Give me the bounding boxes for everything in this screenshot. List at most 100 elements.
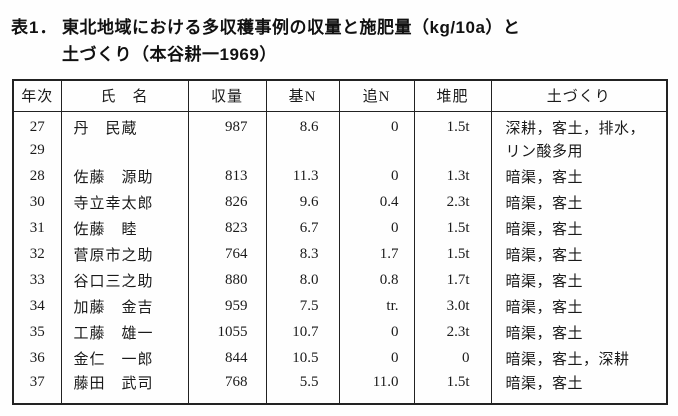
table-cell: 10.5 [265,345,340,372]
table-cell: 0 [338,319,415,346]
table-cell: 1055 [187,319,267,346]
table-cell: 36 [12,345,62,372]
table-row: 31 佐藤 睦 823 6.7 0 1.5t 暗渠，客土 [12,215,668,242]
table-cell: 11.3 [265,163,340,190]
table-row: 29 リン酸多用 [12,137,668,164]
table-cell [60,137,189,164]
table-cell: 11.0 [338,371,415,404]
table-cell: 1.7t [413,267,492,294]
table-cell: 0 [338,163,415,190]
table-cell: 1.5t [413,111,492,138]
table-row: 37 藤田 武司 768 5.5 11.0 1.5t 暗渠，客土 [12,371,668,404]
table-cell: 37 [12,371,62,404]
table-cell: 33 [12,267,62,294]
table-cell: 987 [187,111,267,138]
column-header: 氏 名 [60,80,189,112]
table-body: 27 丹 民蔵 987 8.6 0 1.5t 深耕，客土，排水， 29 リン酸多用 28 佐藤 源助… [12,111,668,404]
table-cell: 5.5 [265,371,340,404]
table-cell: 29 [12,137,62,164]
table-cell: 0 [338,345,415,372]
table-cell [187,137,267,164]
table-header-row: 年次氏 名収量 基N 追N 堆肥 土づくり [12,80,668,112]
table-cell: 8.3 [265,241,340,268]
table-cell: 暗渠，客土 [490,215,668,242]
table-cell: 1.5t [413,215,492,242]
table-cell: 2.3t [413,319,492,346]
table-cell: 暗渠，客土 [490,267,668,294]
table-row: 36 金仁 一郎 844 10.5 0 0 暗渠，客土，深耕 [12,345,668,372]
table-cell: 暗渠，客土 [490,319,668,346]
table-cell: 764 [187,241,267,268]
table-cell: 813 [187,163,267,190]
table-cell: 1.5t [413,241,492,268]
column-header: 収量 [187,80,267,112]
table-cell: 880 [187,267,267,294]
table-cell: tr. [338,293,415,320]
table-row: 27 丹 民蔵 987 8.6 0 1.5t 深耕，客土，排水， [12,111,668,138]
table-cell: 佐藤 源助 [60,163,189,190]
table-cell: 金仁 一郎 [60,345,189,372]
table-cell: 32 [12,241,62,268]
table-row: 28 佐藤 源助 813 11.3 0 1.3t 暗渠，客土 [12,163,668,190]
table-caption-number: 表1． [11,18,58,37]
table-cell: 菅原市之助 [60,241,189,268]
table-cell: 0.4 [338,189,415,216]
table-cell: 30 [12,189,62,216]
table-cell [338,137,415,164]
table-cell: 7.5 [265,293,340,320]
table-cell: 3.0t [413,293,492,320]
table-cell: 1.7 [338,241,415,268]
table-cell: 2.3t [413,189,492,216]
table-cell: 寺立幸太郎 [60,189,189,216]
table-row: 33 谷口三之助 880 8.0 0.8 1.7t 暗渠，客土 [12,267,668,294]
table-cell: 9.6 [265,189,340,216]
table-cell [413,137,492,164]
table-cell: 0 [338,215,415,242]
table-caption: 表1． 東北地域における多収穫事例の収量と施肥量（kg/10a）と 土づくり（本… [0,0,678,68]
table-cell: 27 [12,111,62,138]
table-caption-line2: 土づくり（本谷耕一1969） [62,45,277,64]
column-header: 年次 [12,80,62,112]
table-cell: 844 [187,345,267,372]
table-cell: 暗渠，客土，深耕 [490,345,668,372]
table-cell: 826 [187,189,267,216]
table-cell: 8.6 [265,111,340,138]
column-header: 基N [265,80,340,112]
table-cell: 工藤 雄一 [60,319,189,346]
table-cell: 0.8 [338,267,415,294]
table-cell: 31 [12,215,62,242]
table-cell: 深耕，客土，排水， [490,111,668,138]
table-cell: 暗渠，客土 [490,163,668,190]
table-cell: リン酸多用 [490,137,668,164]
table-cell: 暗渠，客土 [490,241,668,268]
column-header: 土づくり [490,80,668,112]
table-cell: 谷口三之助 [60,267,189,294]
table-cell: 藤田 武司 [60,371,189,404]
table-cell: 暗渠，客土 [490,293,668,320]
table-row: 35 工藤 雄一 1055 10.7 0 2.3t 暗渠，客土 [12,319,668,346]
table-cell: 768 [187,371,267,404]
column-header: 堆肥 [413,80,492,112]
table-row: 32 菅原市之助 764 8.3 1.7 1.5t 暗渠，客土 [12,241,668,268]
table-cell: 35 [12,319,62,346]
table-cell: 34 [12,293,62,320]
table-cell: 暗渠，客土 [490,371,668,404]
table-cell: 加藤 金吉 [60,293,189,320]
table-row: 34 加藤 金吉 959 7.5 tr. 3.0t 暗渠，客土 [12,293,668,320]
table-cell: 959 [187,293,267,320]
table-cell: 6.7 [265,215,340,242]
table-row: 30 寺立幸太郎 826 9.6 0.4 2.3t 暗渠，客土 [12,189,668,216]
table-caption-text: 東北地域における多収穫事例の収量と施肥量（kg/10a）と 土づくり（本谷耕一1… [62,14,670,68]
table-cell: 1.5t [413,371,492,404]
table-cell [265,137,340,164]
table-caption-line1: 東北地域における多収穫事例の収量と施肥量（kg/10a）と [62,18,521,37]
table-cell: 1.3t [413,163,492,190]
table-cell: 28 [12,163,62,190]
table-cell: 0 [413,345,492,372]
data-table: 年次氏 名収量 基N 追N 堆肥 土づくり 27 丹 民蔵 987 8.6 0 1.5t 深耕，客土… [12,79,668,405]
column-header: 追N [338,80,415,112]
table-cell: 823 [187,215,267,242]
table-cell: 10.7 [265,319,340,346]
table-cell: 丹 民蔵 [60,111,189,138]
